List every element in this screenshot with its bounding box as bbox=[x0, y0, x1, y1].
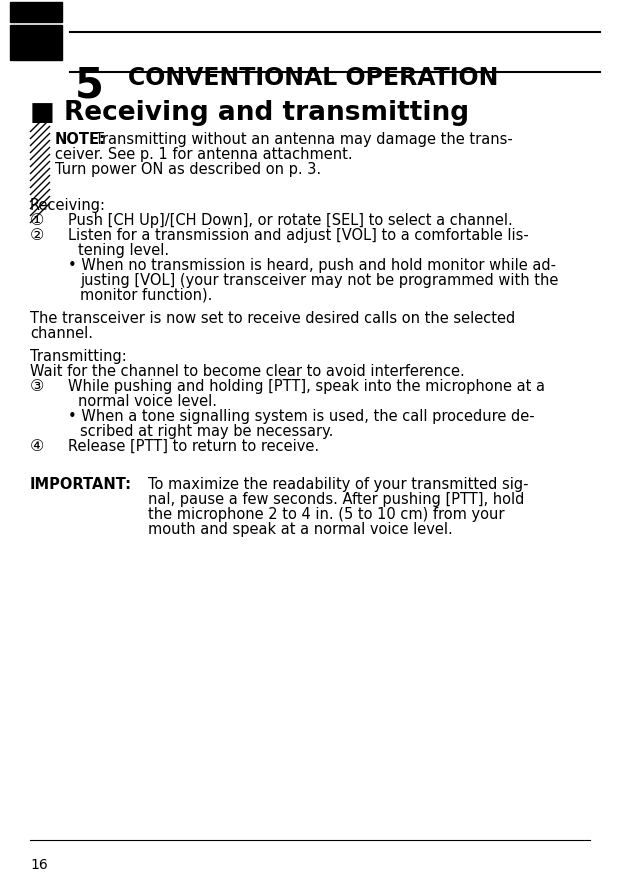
Text: ③: ③ bbox=[30, 379, 45, 394]
Text: The transceiver is now set to receive desired calls on the selected: The transceiver is now set to receive de… bbox=[30, 311, 515, 326]
Text: 16: 16 bbox=[30, 858, 48, 872]
Text: • When no transmission is heard, push and hold monitor while ad-: • When no transmission is heard, push an… bbox=[68, 258, 556, 273]
Text: monitor function).: monitor function). bbox=[80, 288, 212, 303]
Text: scribed at right may be necessary.: scribed at right may be necessary. bbox=[80, 424, 334, 439]
Text: justing [VOL] (your transceiver may not be programmed with the: justing [VOL] (your transceiver may not … bbox=[80, 273, 558, 288]
Text: channel.: channel. bbox=[30, 326, 93, 341]
Text: normal voice level.: normal voice level. bbox=[78, 394, 217, 409]
Text: ②: ② bbox=[30, 228, 45, 243]
Text: mouth and speak at a normal voice level.: mouth and speak at a normal voice level. bbox=[148, 522, 452, 537]
Text: Turn power ON as described on p. 3.: Turn power ON as described on p. 3. bbox=[55, 162, 321, 177]
Text: IMPORTANT:: IMPORTANT: bbox=[30, 477, 132, 492]
Text: Wait for the channel to become clear to avoid interference.: Wait for the channel to become clear to … bbox=[30, 364, 465, 379]
Text: To maximize the readability of your transmitted sig-: To maximize the readability of your tran… bbox=[148, 477, 529, 492]
Text: While pushing and holding [PTT], speak into the microphone at a: While pushing and holding [PTT], speak i… bbox=[68, 379, 545, 394]
Text: tening level.: tening level. bbox=[78, 243, 169, 258]
Text: ■ Receiving and transmitting: ■ Receiving and transmitting bbox=[30, 100, 469, 126]
Text: Push [CH Up]/[CH Down], or rotate [SEL] to select a channel.: Push [CH Up]/[CH Down], or rotate [SEL] … bbox=[68, 213, 513, 228]
Text: Listen for a transmission and adjust [VOL] to a comfortable lis-: Listen for a transmission and adjust [VO… bbox=[68, 228, 529, 243]
Text: ceiver. See p. 1 for antenna attachment.: ceiver. See p. 1 for antenna attachment. bbox=[55, 147, 353, 162]
Text: nal, pause a few seconds. After pushing [PTT], hold: nal, pause a few seconds. After pushing … bbox=[148, 492, 524, 507]
Text: Transmitting without an antenna may damage the trans-: Transmitting without an antenna may dama… bbox=[95, 132, 513, 147]
Bar bbox=[10, 25, 62, 60]
Text: • When a tone signalling system is used, the call procedure de-: • When a tone signalling system is used,… bbox=[68, 409, 535, 424]
Bar bbox=[10, 2, 62, 22]
Text: 5: 5 bbox=[75, 65, 104, 107]
Text: NOTE:: NOTE: bbox=[55, 132, 106, 147]
Text: Release [PTT] to return to receive.: Release [PTT] to return to receive. bbox=[68, 439, 319, 454]
Text: Transmitting:: Transmitting: bbox=[30, 349, 127, 364]
Text: CONVENTIONAL OPERATION: CONVENTIONAL OPERATION bbox=[128, 66, 498, 90]
Text: ①: ① bbox=[30, 213, 45, 228]
Text: ④: ④ bbox=[30, 439, 45, 454]
Text: the microphone 2 to 4 in. (5 to 10 cm) from your: the microphone 2 to 4 in. (5 to 10 cm) f… bbox=[148, 507, 504, 522]
Text: Receiving:: Receiving: bbox=[30, 198, 106, 213]
